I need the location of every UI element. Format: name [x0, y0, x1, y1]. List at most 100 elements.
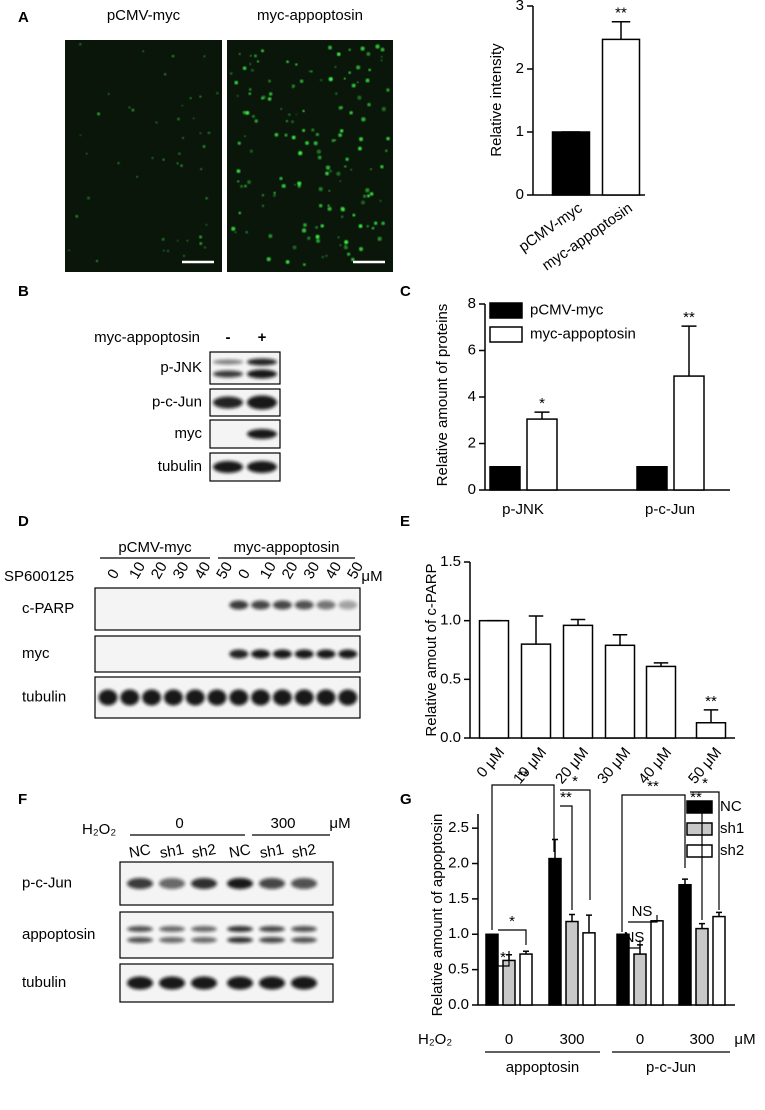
- band: [338, 649, 358, 659]
- fluorescent-dot: [181, 104, 184, 107]
- significance: NS: [632, 903, 653, 920]
- fluorescent-dot: [291, 86, 294, 89]
- fluorescent-dot: [294, 183, 296, 186]
- band: [120, 689, 140, 706]
- fluorescent-dot: [316, 238, 321, 243]
- band: [259, 976, 285, 990]
- fluorescent-dot: [358, 146, 362, 151]
- significance: *: [509, 913, 515, 930]
- error-bar: [569, 913, 575, 922]
- blot-frame: [209, 351, 281, 385]
- fluorescent-dot: [181, 137, 184, 139]
- label: sh2: [291, 841, 318, 862]
- micrograph: [227, 40, 393, 272]
- y-tick-label: 0: [516, 186, 524, 203]
- fluorescent-dot: [205, 196, 208, 200]
- fluorescent-dot: [305, 141, 309, 145]
- fluorescent-dot: [371, 226, 375, 230]
- label: 40: [322, 559, 345, 582]
- fluorescent-dot: [128, 106, 131, 109]
- band: [338, 689, 358, 706]
- fluorescent-dot: [236, 94, 239, 98]
- fluorescent-dot: [207, 131, 211, 135]
- y-axis-label: Relative intensity: [488, 43, 505, 157]
- fluorescent-dot: [318, 187, 323, 192]
- fluorescent-dot: [151, 156, 154, 160]
- label: myc-appoptosin: [234, 539, 340, 556]
- fluorescent-dot: [248, 88, 252, 91]
- fluorescent-dot: [247, 180, 251, 185]
- label: myc-appoptosin: [257, 7, 363, 24]
- error-bar: [699, 922, 705, 929]
- label: 50: [213, 559, 236, 582]
- error-bar: [611, 21, 631, 40]
- fluorescent-dot: [177, 117, 180, 121]
- bar: [526, 418, 558, 491]
- band: [159, 976, 185, 990]
- label: 0: [175, 815, 183, 832]
- band: [291, 878, 317, 889]
- fluorescent-dot: [266, 257, 271, 262]
- fluorescent-dot: [281, 183, 286, 189]
- fluorescent-dot: [291, 84, 296, 88]
- fluorescent-dot: [358, 246, 364, 252]
- y-tick-label: 2.5: [448, 819, 469, 836]
- fluorescent-dot: [337, 236, 340, 239]
- band: [259, 926, 285, 932]
- y-tick-label: 0: [468, 481, 476, 498]
- fluorescent-dot: [339, 180, 342, 182]
- band: [98, 689, 118, 706]
- fluorescent-dot: [339, 244, 342, 247]
- fluorescent-dot: [369, 192, 374, 196]
- y-tick-label: 4: [468, 388, 476, 405]
- band: [316, 600, 336, 610]
- fluorescent-dot: [351, 83, 356, 88]
- fluorescent-dot: [327, 204, 330, 207]
- bar: [645, 665, 677, 739]
- panel-label: D: [18, 513, 29, 530]
- x-tick-label: 0: [505, 1031, 513, 1048]
- error-bar: [653, 662, 669, 667]
- group-label: p-c-Jun: [646, 1059, 696, 1076]
- fluorescent-dot: [365, 78, 370, 83]
- fluorescent-dot: [288, 113, 291, 116]
- fluorescent-dot: [254, 119, 258, 123]
- significance: **: [690, 789, 702, 806]
- bar: [712, 915, 726, 1006]
- label: +: [258, 329, 267, 346]
- fluorescent-dot: [131, 108, 135, 112]
- fluorescent-dot: [311, 128, 315, 132]
- bar: [551, 131, 591, 196]
- legend-label: pCMV-myc: [530, 301, 604, 318]
- fluorescent-dot: [369, 168, 372, 171]
- fluorescent-dot: [320, 224, 324, 228]
- fluorescent-dot: [250, 54, 252, 57]
- fluorescent-dot: [325, 165, 331, 170]
- bar: [502, 959, 516, 1006]
- label: 50: [344, 559, 367, 582]
- band: [163, 689, 183, 706]
- error-bar: [681, 325, 697, 377]
- fluorescent-dot: [261, 50, 264, 53]
- fluorescent-dot: [245, 231, 248, 234]
- micrograph: [65, 40, 222, 272]
- label: p-c-Jun: [152, 393, 202, 410]
- band: [191, 878, 217, 889]
- fluorescent-dot: [192, 117, 195, 120]
- band: [272, 600, 292, 610]
- band: [247, 461, 277, 473]
- y-tick-label: 1.5: [448, 890, 469, 907]
- label: 10: [257, 559, 280, 582]
- error-bar: [703, 709, 719, 723]
- label: myc: [175, 425, 203, 442]
- fluorescent-dot: [186, 239, 189, 242]
- fluorescent-dot: [377, 236, 382, 241]
- bracket: [690, 805, 703, 920]
- fluorescent-dot: [189, 97, 192, 100]
- fluorescent-dot: [368, 68, 371, 72]
- bar: [565, 920, 579, 1006]
- fluorescent-dot: [295, 63, 298, 66]
- panel-label: E: [400, 513, 410, 530]
- fluorescent-dot: [310, 70, 313, 73]
